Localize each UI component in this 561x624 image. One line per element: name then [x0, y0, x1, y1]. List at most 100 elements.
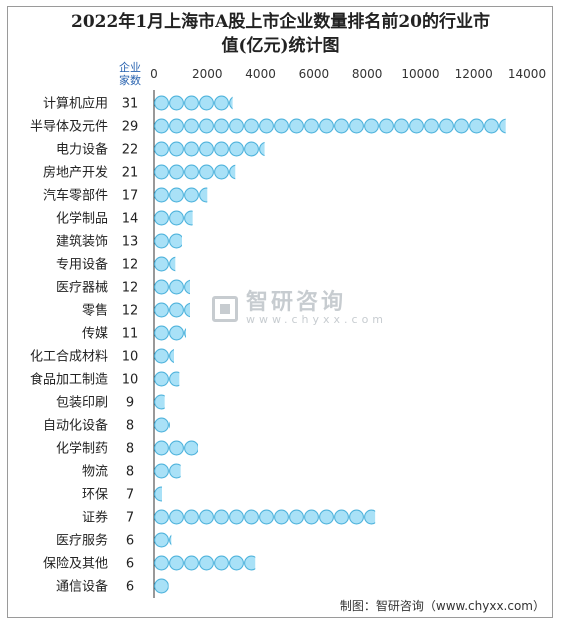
- bar-symbol: [214, 118, 229, 134]
- bar-5: [154, 187, 208, 203]
- count-header-2: 家数: [119, 73, 141, 87]
- bar-symbol: [169, 421, 170, 429]
- category-label: 包装印刷: [56, 396, 108, 411]
- category-label: 环保: [82, 488, 108, 503]
- bar-symbol: [199, 118, 214, 134]
- bar-symbol: [304, 509, 319, 525]
- category-label: 化学制药: [56, 441, 108, 457]
- count-label: 6: [126, 534, 134, 549]
- bar-symbol: [259, 141, 265, 157]
- count-label: 12: [122, 304, 139, 319]
- bar-symbol: [214, 95, 229, 111]
- x-tick-label: 6000: [299, 67, 330, 81]
- category-label: 传媒: [82, 327, 108, 342]
- bar-symbol: [169, 348, 174, 364]
- bar-symbol: [199, 187, 208, 203]
- bar-symbol: [184, 118, 199, 134]
- bar-symbol: [229, 509, 244, 525]
- bar-symbol: [184, 555, 199, 571]
- bar-symbol: [214, 509, 229, 525]
- category-label: 证券: [82, 510, 108, 526]
- bar-symbol: [364, 509, 376, 525]
- bar-symbol: [199, 141, 214, 157]
- count-label: 17: [122, 189, 139, 204]
- watermark-logo-icon: [212, 296, 238, 322]
- bar-symbol: [169, 187, 184, 203]
- bar-symbol: [169, 509, 184, 525]
- bar-symbol: [169, 95, 184, 111]
- bar-9: [154, 279, 190, 295]
- category-label: 房地产开发: [43, 165, 108, 181]
- count-label: 6: [126, 580, 134, 595]
- bar-22: [154, 578, 169, 594]
- bar-symbol: [334, 509, 349, 525]
- bar-symbol: [259, 118, 274, 134]
- x-tick-label: 0: [150, 67, 158, 81]
- bar-11: [154, 325, 186, 341]
- bar-symbol: [214, 164, 229, 180]
- bar-symbol: [184, 279, 190, 295]
- bar-symbol: [154, 532, 169, 548]
- category-label: 保险及其他: [43, 557, 108, 572]
- bar-symbol: [184, 187, 199, 203]
- bar-symbol: [409, 118, 424, 134]
- source-note: 制图：智研咨询（www.chyxx.com）: [339, 599, 545, 613]
- x-tick-label: 14000: [508, 67, 546, 81]
- bar-symbol: [169, 325, 184, 341]
- chart-title-line-1: 2022年1月上海市A股上市企业数量排名前20的行业市: [71, 12, 490, 32]
- bar-symbol: [394, 118, 409, 134]
- bar-15: [154, 417, 170, 433]
- bar-symbol: [154, 95, 169, 111]
- bar-3: [154, 141, 265, 157]
- bar-symbol: [229, 118, 244, 134]
- count-label: 21: [122, 166, 139, 181]
- bar-symbol: [319, 118, 334, 134]
- chart-title-line-2: 值(亿元)统计图: [221, 36, 340, 56]
- bar-symbol: [364, 118, 379, 134]
- bar-symbol: [274, 118, 289, 134]
- category-label: 物流: [82, 465, 108, 480]
- bar-6: [154, 210, 193, 226]
- bar-symbol: [184, 164, 199, 180]
- x-tick-label: 10000: [401, 67, 439, 81]
- bar-12: [154, 348, 174, 364]
- bar-symbol: [169, 233, 182, 249]
- bar-1: [154, 95, 233, 111]
- bar-symbol: [379, 118, 394, 134]
- bar-symbol: [229, 96, 233, 110]
- bar-7: [154, 233, 182, 249]
- bar-symbol: [154, 555, 169, 571]
- bar-symbol: [169, 279, 184, 295]
- bar-symbol: [154, 440, 169, 456]
- bar-14: [154, 394, 165, 410]
- bar-symbol: [334, 118, 349, 134]
- bar-19: [154, 509, 376, 525]
- bar-symbol: [349, 509, 364, 525]
- category-label: 电力设备: [56, 142, 108, 158]
- bar-symbol: [169, 141, 184, 157]
- category-label: 化学制品: [56, 211, 108, 227]
- bar-symbol: [229, 164, 236, 180]
- count-label: 12: [122, 281, 139, 296]
- count-header-1: 企业: [119, 60, 141, 74]
- count-label: 11: [122, 327, 139, 342]
- bar-symbol: [154, 348, 169, 364]
- bar-symbol: [199, 164, 214, 180]
- count-label: 8: [126, 465, 134, 480]
- category-label: 化工合成材料: [30, 350, 108, 365]
- count-label: 12: [122, 258, 139, 273]
- bar-symbol: [169, 118, 184, 134]
- bar-symbol: [154, 279, 169, 295]
- bar-symbol: [184, 141, 199, 157]
- bar-symbol: [154, 233, 169, 249]
- x-tick-label: 12000: [455, 67, 493, 81]
- chart-title: 2022年1月上海市A股上市企业数量排名前20的行业市 值(亿元)统计图: [0, 10, 561, 58]
- count-label: 6: [126, 557, 134, 572]
- bar-symbol: [154, 509, 169, 525]
- count-label: 29: [122, 120, 139, 135]
- category-label: 零售: [82, 303, 108, 319]
- bar-symbol: [454, 118, 469, 134]
- count-label: 22: [122, 143, 139, 158]
- bar-symbol: [154, 302, 169, 318]
